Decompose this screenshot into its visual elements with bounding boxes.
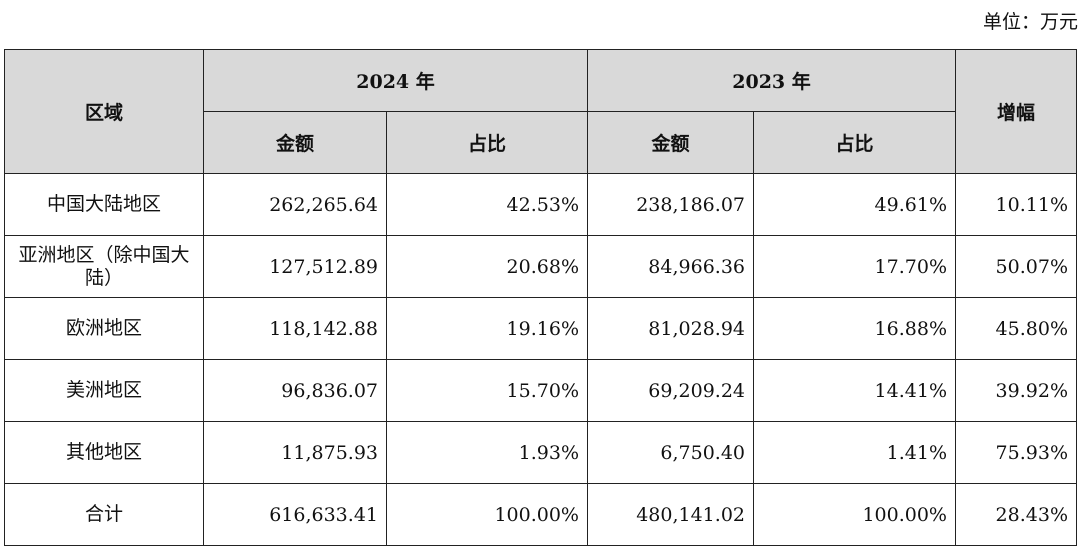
share-2023-cell: 1.41% [753,421,956,484]
total-row: 合计 616,633.41 100.00% 480,141.02 100.00%… [4,483,1077,546]
amount-2023-cell: 238,186.07 [587,173,754,236]
header-growth: 增幅 [955,49,1077,174]
amount-2023-cell: 84,966.36 [587,235,754,298]
share-2023-cell: 17.70% [753,235,956,298]
table-row: 欧洲地区 118,142.88 19.16% 81,028.94 16.88% … [4,297,1077,360]
growth-cell: 39.92% [955,359,1077,422]
header-row-metrics: 金额 占比 金额 占比 [5,111,1077,174]
region-cell: 中国大陆地区 [4,173,204,236]
growth-cell: 10.11% [955,173,1077,236]
share-2023-cell: 49.61% [753,173,956,236]
table-row: 其他地区 11,875.93 1.93% 6,750.40 1.41% 75.9… [4,421,1077,484]
amount-2024-cell: 262,265.64 [203,173,387,236]
unit-label: 单位：万元 [982,11,1078,33]
region-cell: 亚洲地区（除中国大陆） [4,235,204,298]
amount-2023-cell: 6,750.40 [587,421,754,484]
header-row-years: 区域 2024 年 2023 年 增幅 [4,49,1077,174]
region-cell: 合计 [4,483,204,546]
header-year-2023: 2023 年 [587,49,956,112]
growth-cell: 50.07% [955,235,1077,298]
header-region: 区域 [4,49,204,174]
share-2023-cell: 16.88% [753,297,956,360]
amount-2024-cell: 616,633.41 [203,483,387,546]
growth-cell: 28.43% [955,483,1077,546]
amount-2024-cell: 127,512.89 [203,235,387,298]
share-2024-cell: 100.00% [386,483,588,546]
table-row: 美洲地区 96,836.07 15.70% 69,209.24 14.41% 3… [4,359,1077,422]
region-cell: 其他地区 [4,421,204,484]
share-2023-cell: 100.00% [753,483,956,546]
regional-revenue-table: 区域 2024 年 2023 年 增幅 金额 占比 金额 占比 中国大陆地区 2… [4,49,1077,546]
header-amount-2024: 金额 [203,111,387,174]
header-share-2023: 占比 [753,111,956,174]
share-2024-cell: 20.68% [386,235,588,298]
header-amount-2023: 金额 [587,111,754,174]
amount-2024-cell: 96,836.07 [203,359,387,422]
table-row: 中国大陆地区 262,265.64 42.53% 238,186.07 49.6… [4,173,1077,236]
share-2024-cell: 15.70% [386,359,588,422]
header-year-2024: 2024 年 [203,49,588,112]
share-2024-cell: 19.16% [386,297,588,360]
region-cell: 美洲地区 [4,359,204,422]
table-row: 亚洲地区（除中国大陆） 127,512.89 20.68% 84,966.36 … [4,235,1077,298]
share-2023-cell: 14.41% [753,359,956,422]
share-2024-cell: 42.53% [386,173,588,236]
amount-2024-cell: 118,142.88 [203,297,387,360]
amount-2023-cell: 69,209.24 [587,359,754,422]
amount-2024-cell: 11,875.93 [203,421,387,484]
region-cell: 欧洲地区 [4,297,204,360]
amount-2023-cell: 480,141.02 [587,483,754,546]
header-share-2024: 占比 [386,111,588,174]
amount-2023-cell: 81,028.94 [587,297,754,360]
growth-cell: 75.93% [955,421,1077,484]
growth-cell: 45.80% [955,297,1077,360]
share-2024-cell: 1.93% [386,421,588,484]
